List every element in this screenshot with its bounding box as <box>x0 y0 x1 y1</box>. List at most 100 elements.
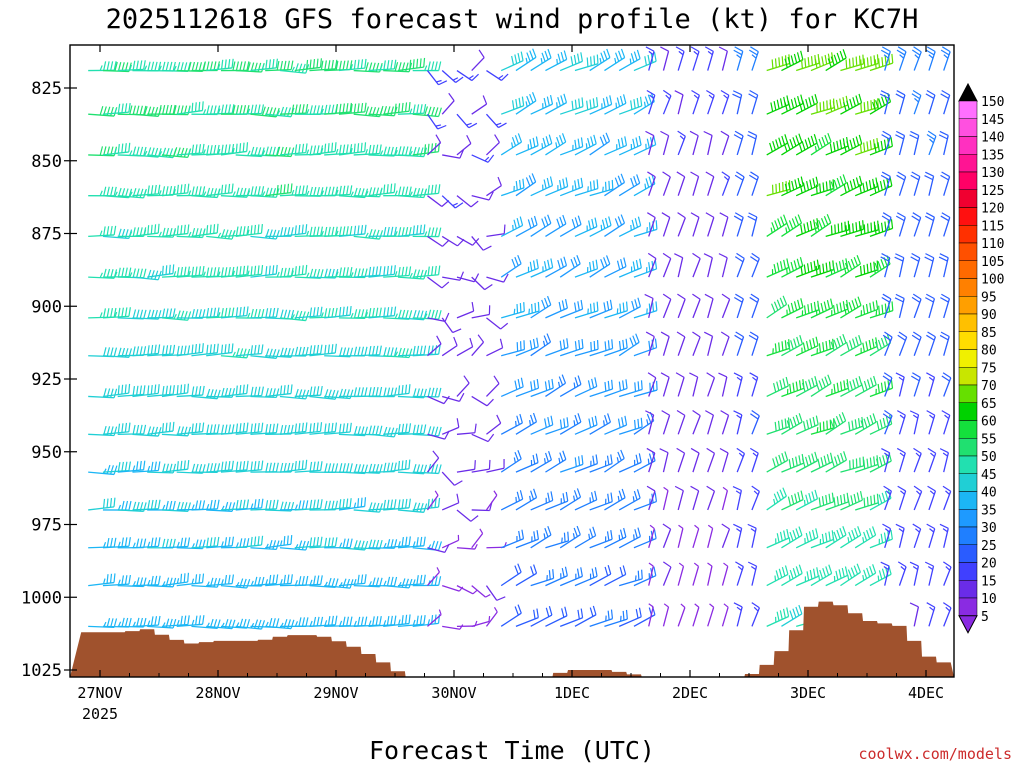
wind-barb <box>825 379 849 398</box>
wind-barb <box>530 378 554 398</box>
wind-barb <box>894 293 905 319</box>
wind-barb <box>880 46 891 71</box>
wind-barb <box>530 258 554 278</box>
wind-barb <box>500 377 524 398</box>
colorbar-tick-label: 105 <box>981 255 1004 270</box>
wind-barb <box>338 142 367 156</box>
wind-barb <box>88 618 118 629</box>
wind-barb <box>501 340 525 357</box>
wind-barb <box>855 260 879 278</box>
wind-barb <box>471 191 494 201</box>
colorbar-tick-label: 130 <box>981 166 1004 181</box>
x-tick-label: 2DEC <box>672 684 708 702</box>
wind-barb <box>515 259 539 278</box>
y-tick-label: 1000 <box>21 588 62 608</box>
wind-barb <box>294 344 323 357</box>
wind-barb <box>825 566 849 587</box>
wind-barb <box>515 215 538 237</box>
wind-barb <box>854 413 877 435</box>
wind-barb <box>294 499 323 511</box>
wind-barb <box>662 486 669 511</box>
wind-barb <box>604 449 625 473</box>
wind-barb <box>545 417 569 435</box>
wind-barb <box>645 46 655 71</box>
wind-barb <box>589 379 614 398</box>
wind-barb <box>250 499 279 511</box>
wind-barb <box>718 46 728 71</box>
wind-barb <box>810 98 835 115</box>
wind-barb <box>132 223 160 238</box>
wind-barb <box>913 447 922 473</box>
x-tick-label: 3DEC <box>790 684 826 702</box>
wind-barb <box>279 224 308 238</box>
wind-barb <box>733 46 744 71</box>
wind-barb <box>397 424 427 435</box>
wind-barb <box>660 130 670 156</box>
wind-barb <box>574 301 599 319</box>
wind-barb <box>530 415 554 435</box>
wind-barb <box>604 173 626 197</box>
colorbar-tick-label: 70 <box>981 379 997 394</box>
wind-barb <box>426 70 448 86</box>
colorbar-tick-label: 35 <box>981 503 997 518</box>
wind-barb <box>766 295 788 319</box>
wind-barb <box>324 578 354 589</box>
wind-barb <box>500 413 523 435</box>
wind-barb <box>220 422 249 435</box>
wind-barb <box>88 388 118 399</box>
wind-barb <box>397 502 428 513</box>
colorbar-swatch <box>958 189 978 208</box>
wind-barb <box>618 174 641 197</box>
wind-barb <box>500 529 525 549</box>
wind-barb <box>732 486 742 511</box>
colorbar-swatch <box>958 491 978 510</box>
wind-barb <box>265 384 293 398</box>
wind-barb <box>294 105 324 116</box>
wind-barb <box>485 375 500 397</box>
wind-barb <box>88 425 118 437</box>
wind-barb <box>88 347 118 358</box>
wind-barb <box>677 130 686 156</box>
wind-barb <box>825 412 847 435</box>
wind-barb <box>294 145 324 156</box>
wind-barb <box>559 338 584 357</box>
wind-barb <box>721 523 731 549</box>
wind-barb <box>747 212 758 237</box>
wind-barb <box>471 528 484 549</box>
wind-barb <box>618 297 641 319</box>
colorbar-tick-label: 100 <box>981 273 1004 288</box>
wind-barb <box>383 384 411 398</box>
wind-barb <box>604 488 626 511</box>
wind-barb <box>925 46 936 71</box>
wind-barb <box>749 171 759 196</box>
wind-barb <box>910 252 921 278</box>
wind-barb <box>869 301 894 319</box>
wind-barb <box>677 212 686 237</box>
wind-barb <box>676 410 686 435</box>
wind-barb <box>176 422 205 435</box>
wind-barb <box>896 447 906 473</box>
wind-barb <box>471 49 485 71</box>
wind-barb <box>927 447 937 473</box>
wind-barb <box>486 176 502 197</box>
wind-barb <box>338 387 368 398</box>
wind-barb <box>589 48 611 72</box>
wind-barb <box>383 146 412 157</box>
wind-barb <box>456 375 470 397</box>
wind-barb <box>456 195 479 208</box>
wind-barb <box>132 106 162 117</box>
wind-barb <box>633 411 655 435</box>
wind-barb <box>574 97 599 115</box>
wind-barb <box>88 186 117 197</box>
wind-barb <box>471 305 491 319</box>
wind-barb <box>706 372 716 397</box>
wind-barb <box>795 567 819 587</box>
wind-barb <box>703 253 713 278</box>
wind-barb <box>559 488 582 511</box>
wind-barb <box>692 252 701 278</box>
wind-barb <box>559 413 582 435</box>
wind-barb <box>795 300 820 319</box>
wind-barb <box>825 136 849 156</box>
wind-barb <box>924 253 935 278</box>
wind-barb <box>412 463 442 475</box>
